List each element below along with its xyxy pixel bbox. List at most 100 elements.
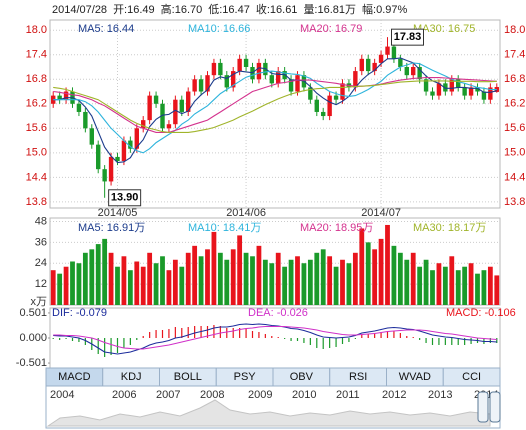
volume-bar	[108, 252, 114, 305]
volume-bar	[417, 266, 423, 305]
volume-bar	[127, 270, 133, 305]
y-tick-label: 48	[35, 215, 47, 227]
candle-body	[224, 75, 229, 88]
volume-bar	[352, 252, 358, 305]
y-tick-label: 17.4	[504, 49, 525, 61]
volume-bar	[365, 242, 371, 305]
candle-body	[237, 58, 242, 72]
annotation-box	[108, 189, 142, 207]
range-handle[interactable]	[477, 391, 489, 423]
header-field: 收:16.61	[256, 2, 298, 16]
y-tick-label: 16.8	[504, 73, 525, 85]
y-tick-label: 18.0	[26, 24, 47, 36]
volume-bar	[288, 259, 294, 305]
volume-bar	[250, 256, 255, 305]
candle-body	[76, 103, 82, 112]
candle-body	[288, 79, 294, 92]
candle-body	[243, 58, 249, 67]
candle-body	[462, 87, 467, 96]
y-tick-label: 14.4	[504, 171, 525, 183]
volume-bar	[198, 256, 204, 305]
candle-body	[179, 99, 184, 112]
timeline-sparkline	[46, 399, 491, 427]
candle-body	[333, 95, 339, 100]
volume-bar	[455, 270, 461, 305]
candle-body	[83, 111, 88, 129]
volume-bar	[211, 231, 217, 305]
candle-body	[366, 58, 371, 72]
volume-bar	[475, 273, 480, 305]
y-tick-label: 14.4	[26, 171, 47, 183]
volume-bar	[340, 259, 345, 305]
volume-bar	[333, 266, 339, 305]
candle-body	[481, 91, 487, 100]
candle-body	[475, 87, 480, 92]
volume-bar	[468, 263, 474, 305]
candle-body	[327, 95, 332, 117]
ma-line	[53, 62, 497, 154]
y-tick-label: 18.0	[504, 24, 525, 36]
candle-body	[134, 128, 139, 149]
volume-bar	[153, 263, 159, 305]
candle-body	[173, 99, 178, 125]
header-field: 幅:0.97%	[362, 3, 407, 16]
volume-bar	[70, 261, 75, 305]
legend-entry: MA10: 16.66	[188, 23, 250, 35]
timeline-year: 2006	[112, 389, 136, 401]
y-tick-label: 16.2	[504, 98, 525, 110]
y-tick-label: 13.8	[26, 196, 47, 208]
volume-bar	[115, 266, 120, 305]
candle-body	[141, 120, 146, 129]
candle-body	[340, 83, 345, 100]
annotation-label: 13.90	[111, 192, 139, 204]
volume-bar	[430, 270, 435, 305]
volume-bar	[95, 244, 101, 305]
volume-bar	[385, 224, 390, 305]
tab-label: KDJ	[121, 371, 142, 383]
candle-body	[198, 79, 204, 92]
volume-bar	[237, 235, 243, 305]
price-panel	[49, 19, 501, 209]
timeline-year: 2011	[336, 389, 360, 401]
macd-panel	[49, 307, 501, 369]
candle-body	[417, 67, 422, 80]
timeline-year: 2010	[292, 389, 316, 401]
candle-body	[89, 128, 94, 145]
legend-entry: MA30: 16.75	[413, 23, 475, 35]
volume-bar	[185, 252, 191, 305]
y-axis-label: x万	[31, 296, 48, 308]
candle-body	[398, 58, 403, 67]
header-field: 高:16.70	[161, 2, 203, 16]
volume-bar	[147, 252, 153, 305]
volume-bar	[372, 249, 378, 305]
candle-body	[192, 79, 197, 92]
volume-bar	[172, 259, 178, 305]
y-tick-label: 24	[35, 257, 47, 269]
candle-body	[276, 71, 281, 84]
tab-label: BOLL	[174, 371, 202, 383]
candle-body	[121, 140, 127, 161]
range-handle[interactable]	[489, 391, 501, 423]
candle-body	[488, 87, 493, 100]
ma-line	[53, 323, 497, 355]
candle-body	[218, 62, 223, 76]
volume-bar	[256, 245, 262, 305]
volume-bar	[76, 263, 82, 305]
candle-body	[102, 169, 107, 182]
annotation-label: 17.83	[394, 31, 422, 43]
tab-label: WVAD	[399, 371, 431, 383]
volume-bar	[134, 261, 140, 305]
timeline-year: 2008	[200, 389, 224, 401]
volume-bar	[275, 252, 281, 305]
legend-entry: MACD: -0.106	[446, 307, 516, 319]
legend-entry: MA30: 18.17万	[413, 222, 486, 234]
candle-body	[295, 75, 300, 92]
candle-body	[205, 75, 210, 92]
volume-bar	[217, 252, 223, 305]
volume-bar	[307, 259, 313, 305]
candle-body	[108, 156, 114, 182]
tab[interactable]	[442, 367, 501, 387]
candle-body	[166, 124, 172, 129]
y-tick-label: 17.4	[26, 49, 47, 61]
